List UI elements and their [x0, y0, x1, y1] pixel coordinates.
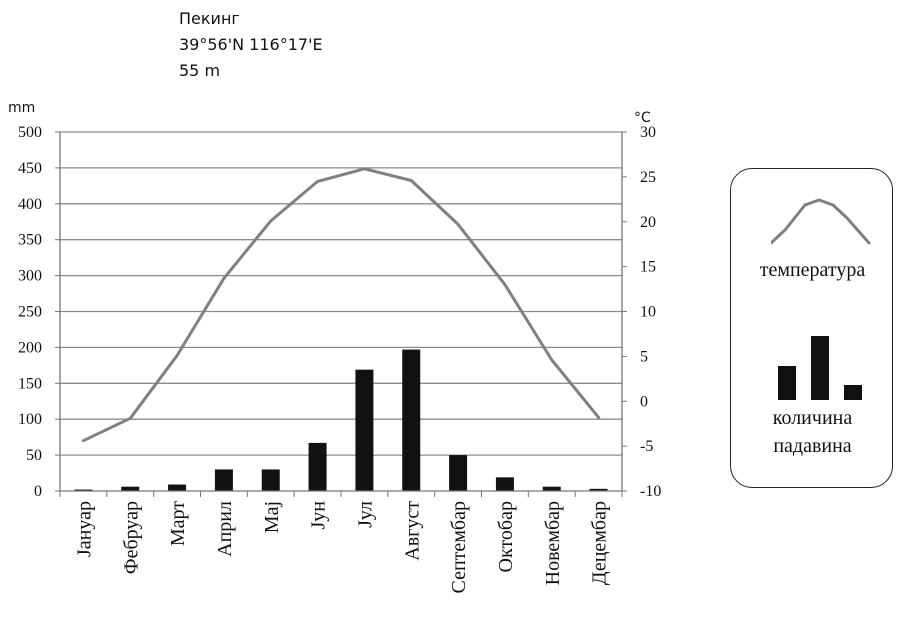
- precipitation-bar: [355, 369, 374, 491]
- left-tick-label: 300: [18, 268, 42, 285]
- month-label: Август: [401, 501, 423, 561]
- precipitation-legend-icon: [778, 336, 862, 400]
- precipitation-bar: [214, 469, 233, 491]
- station-elevation: 55 m: [179, 61, 221, 80]
- grid-lines: [60, 131, 622, 456]
- axes: [55, 131, 627, 497]
- right-axis-unit: °C: [634, 110, 651, 126]
- month-label: Септембар: [448, 501, 470, 593]
- station-name: Пекинг: [179, 9, 240, 28]
- month-label: Новембар: [542, 501, 564, 585]
- temperature-legend-label: температура: [759, 259, 866, 281]
- month-label: Април: [214, 501, 236, 557]
- month-label: Јануар: [73, 501, 95, 557]
- temperature-legend-icon: [771, 198, 871, 245]
- left-tick-label: 350: [18, 232, 42, 249]
- left-tick-label: 250: [18, 304, 42, 321]
- precipitation-bar: [589, 488, 608, 491]
- precipitation-legend-label-1: количина: [772, 407, 853, 429]
- left-tick-label: 450: [18, 160, 42, 177]
- right-tick-label: 20: [640, 214, 656, 231]
- right-tick-label: 25: [640, 169, 656, 186]
- precipitation-bar: [261, 469, 280, 491]
- precipitation-bar: [402, 349, 421, 491]
- right-tick-label: -5: [640, 438, 653, 455]
- left-axis-unit: mm: [8, 100, 35, 116]
- right-tick-label: 0: [640, 393, 648, 410]
- left-tick-label: 400: [18, 196, 42, 213]
- right-tick-label: 5: [640, 348, 648, 365]
- month-label: Јун: [308, 501, 330, 530]
- month-label: Фебруар: [120, 501, 142, 574]
- left-tick-label: 500: [18, 124, 42, 141]
- precipitation-bar: [168, 484, 187, 491]
- left-tick-label: 0: [34, 483, 42, 500]
- left-tick-label: 100: [18, 411, 42, 428]
- station-coordinates: 39°56'N 116°17'E: [179, 35, 323, 54]
- precipitation-bar: [74, 489, 93, 491]
- left-tick-label: 50: [26, 447, 42, 464]
- month-label: Март: [167, 501, 189, 546]
- right-tick-label: 30: [640, 124, 656, 141]
- temperature-line-path: [81, 167, 601, 443]
- month-label: Октобар: [495, 501, 517, 572]
- month-label: Мај: [261, 501, 283, 533]
- precipitation-bar: [308, 442, 327, 491]
- month-label: Децембар: [589, 501, 611, 585]
- precipitation-bar: [542, 486, 561, 491]
- legend: температура количина падавина: [730, 168, 893, 488]
- precipitation-bars: [74, 349, 608, 491]
- precipitation-bar: [495, 477, 514, 491]
- station-header: Пекинг 39°56'N 116°17'E 55 m: [179, 6, 323, 84]
- left-tick-label: 150: [18, 375, 42, 392]
- temperature-line: [81, 167, 601, 443]
- right-tick-label: 10: [640, 304, 656, 321]
- month-label: Јул: [354, 501, 376, 528]
- left-tick-label: 200: [18, 339, 42, 356]
- right-tick-label: 15: [640, 259, 656, 276]
- tick-labels: 0 50 100 150 200 250 300 350 400 450 500 -10 -5 0 5 10 1…: [8, 100, 661, 594]
- precipitation-bar: [449, 455, 468, 491]
- precipitation-bar: [121, 486, 140, 491]
- precipitation-legend-label-2: падавина: [773, 435, 852, 457]
- right-tick-label: -10: [640, 483, 661, 500]
